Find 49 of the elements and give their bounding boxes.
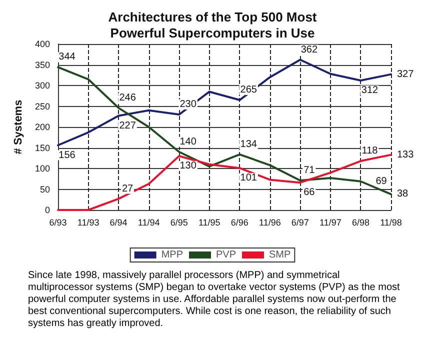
y-tick-label: 50 <box>40 184 50 194</box>
x-tick-label: 11/98 <box>380 218 402 228</box>
x-tick-label: 6/93 <box>49 218 67 228</box>
data-label: 327 <box>397 68 414 80</box>
data-label: 133 <box>397 149 414 160</box>
text: Since late 1998, massively parallel processors (MPP) and symmetrical multiprocessor systems (SMP) began to overtake vector systems (PVP) as the most powerful computer systems in use. Affordable parallel systems now out-perform the best conventional supercomputers. While cost is one reason, the reliability of such systems has greatly improved. <box>28 270 401 330</box>
data-label: 130 <box>180 160 197 172</box>
x-tick-label: 6/95 <box>170 218 188 228</box>
x-tick-label: 11/96 <box>258 218 281 228</box>
y-tick-label: 350 <box>34 60 50 70</box>
legend-label: MPP <box>161 250 184 260</box>
x-tick-label: 11/94 <box>138 218 160 228</box>
x-tick-label: 6/97 <box>291 218 309 228</box>
x-tick-label: 6/94 <box>110 218 128 228</box>
data-label: 246 <box>119 92 136 104</box>
x-tick-label: 6/96 <box>230 218 248 228</box>
y-tick-label: 250 <box>34 101 50 112</box>
data-label: 156 <box>58 150 76 161</box>
y-tick-label: 100 <box>34 164 50 174</box>
y-tick-label: 0 <box>44 205 50 215</box>
y-tick-label: 400 <box>34 39 50 49</box>
x-tick-label: 11/93 <box>77 218 100 228</box>
legend-label: PVP <box>216 250 236 260</box>
data-label: 362 <box>300 44 318 56</box>
legend-label: SMP <box>269 250 292 260</box>
data-label: 118 <box>362 146 378 157</box>
data-label: 312 <box>361 85 379 96</box>
data-label: 69 <box>376 176 388 187</box>
x-tick-label: 11/97 <box>320 218 342 228</box>
data-label: 38 <box>397 188 409 200</box>
y-tick-label: 300 <box>34 80 50 90</box>
data-label: 27 <box>122 183 134 194</box>
data-label: 71 <box>304 165 316 176</box>
data-label: 344 <box>58 52 76 63</box>
y-axis-title: # Systems <box>12 100 24 154</box>
data-label: 140 <box>180 136 197 148</box>
line-series <box>57 58 392 146</box>
data-label: 265 <box>240 84 258 96</box>
data-label: 230 <box>180 99 197 110</box>
line-series <box>57 66 392 196</box>
y-tick-label: 150 <box>34 142 50 153</box>
y-tick-label: 200 <box>34 122 50 132</box>
x-tick-label: 6/98 <box>352 218 370 228</box>
data-label: 101 <box>240 172 258 184</box>
x-tick-label: 11/95 <box>198 218 220 228</box>
data-label: 134 <box>240 138 258 150</box>
chart-title: Architectures of the Top 500 Most Powerful Supercomputers in Use <box>108 10 318 40</box>
data-label: 66 <box>304 187 316 198</box>
data-label: 227 <box>119 120 136 132</box>
